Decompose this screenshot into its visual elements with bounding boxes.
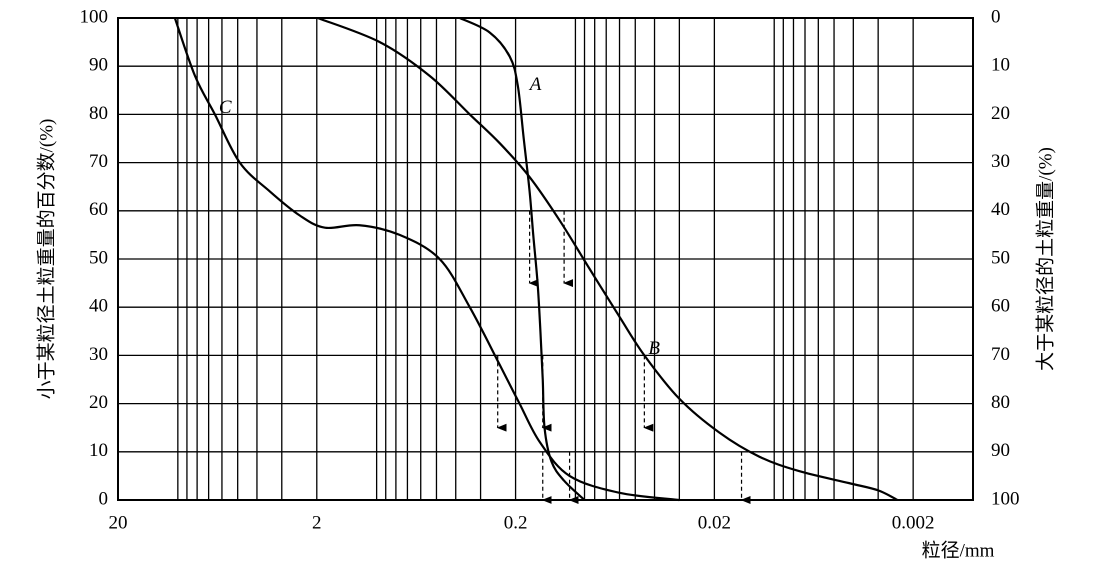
x-tick-label: 2 xyxy=(312,512,322,533)
curve-label: B xyxy=(648,338,660,359)
y-tick-label: 20 xyxy=(89,392,108,413)
y2-tick-label: 50 xyxy=(991,247,1010,268)
x-axis-label: 粒径/mm xyxy=(922,539,995,561)
curve xyxy=(317,16,898,501)
y2-axis-label: 大于某粒径的土粒重量/(%) xyxy=(1034,147,1056,371)
x-tick-label: 0.02 xyxy=(698,512,731,533)
y-tick-label: 10 xyxy=(89,440,108,461)
y2-tick-label: 0 xyxy=(991,6,1001,27)
y-tick-label: 0 xyxy=(99,488,109,509)
y-tick-label: 60 xyxy=(89,199,108,220)
y-tick-label: 50 xyxy=(89,247,108,268)
curve-label: A xyxy=(528,74,542,95)
y-tick-label: 80 xyxy=(89,103,108,124)
y-tick-label: 40 xyxy=(89,296,108,317)
y2-tick-label: 60 xyxy=(991,296,1010,317)
y-tick-label: 30 xyxy=(89,344,108,365)
y2-tick-label: 10 xyxy=(991,55,1010,76)
y-axis-label: 小于某粒径土粒重量的百分数/(%) xyxy=(35,119,57,400)
x-tick-label: 20 xyxy=(109,512,128,533)
curve xyxy=(173,17,680,502)
curve-label: C xyxy=(219,97,232,118)
x-tick-label: 0.2 xyxy=(504,512,528,533)
y2-tick-label: 40 xyxy=(991,199,1010,220)
y2-tick-label: 70 xyxy=(991,344,1010,365)
y2-tick-label: 100 xyxy=(991,488,1020,509)
y-tick-label: 70 xyxy=(89,151,108,172)
x-tick-label: 0.002 xyxy=(892,512,935,533)
y-tick-label: 100 xyxy=(80,6,109,27)
y2-tick-label: 80 xyxy=(991,392,1010,413)
y2-tick-label: 20 xyxy=(991,103,1010,124)
y2-tick-label: 30 xyxy=(991,151,1010,172)
y2-tick-label: 90 xyxy=(991,440,1010,461)
y-tick-label: 90 xyxy=(89,55,108,76)
